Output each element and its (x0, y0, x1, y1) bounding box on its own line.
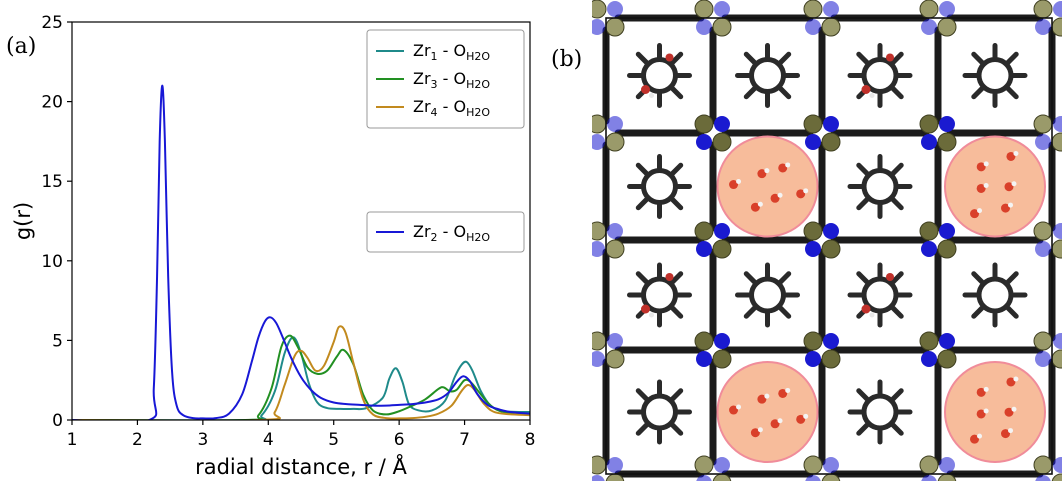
series-line-4 (72, 84, 530, 420)
y-tick-label: 5 (52, 331, 63, 351)
panel-a-label: (a) (6, 34, 36, 59)
series-line-1 (72, 336, 530, 420)
x-axis-label: radial distance, r / Å (195, 453, 407, 479)
axis-ticks: 1 2 3 4 5 6 7 8 0 5 10 15 20 25 (41, 13, 535, 450)
y-tick-label: 20 (41, 93, 63, 113)
panel-b-label: (b) (551, 47, 582, 72)
y-tick-label: 10 (41, 252, 63, 272)
series-lines (72, 84, 530, 420)
legend-label: Zr2 - OH2O (413, 222, 490, 244)
x-tick-label: 3 (197, 430, 208, 450)
x-tick-label: 7 (459, 430, 470, 450)
legend-label: Zr4 - OH2O (413, 97, 490, 119)
x-tick-label: 5 (328, 430, 339, 450)
plot-frame (71, 21, 531, 421)
molecular-snapshot-image (592, 0, 1062, 481)
series-line-2 (72, 334, 530, 420)
rdf-chart: 1 2 3 4 5 6 7 8 0 5 10 15 20 25 radial distance, r / … (11, 13, 535, 479)
x-tick-label: 6 (394, 430, 405, 450)
x-tick-label: 8 (525, 430, 536, 450)
series-line-3 (72, 325, 530, 420)
legend-box (366, 29, 525, 129)
y-tick-label: 25 (41, 13, 63, 33)
legend-lower: Zr2 - OH2O (366, 211, 525, 253)
x-tick-label: 2 (132, 430, 143, 450)
legends: Zr1 - OH2O Zr3 - OH2O Zr4 - OH2O Zr2 - OH2O (366, 29, 525, 253)
legend-label: Zr1 - OH2O (413, 41, 490, 63)
x-tick-label: 1 (67, 430, 78, 450)
y-tick-label: 0 (52, 411, 63, 431)
y-axis-label: g(r) (11, 202, 35, 240)
legend-upper: Zr1 - OH2O Zr3 - OH2O Zr4 - OH2O (366, 29, 525, 129)
cell-boundary (605, 17, 1053, 475)
legend-box (366, 211, 525, 253)
legend-label: Zr3 - OH2O (413, 69, 490, 91)
y-tick-label: 15 (41, 172, 63, 192)
x-tick-label: 4 (263, 430, 274, 450)
